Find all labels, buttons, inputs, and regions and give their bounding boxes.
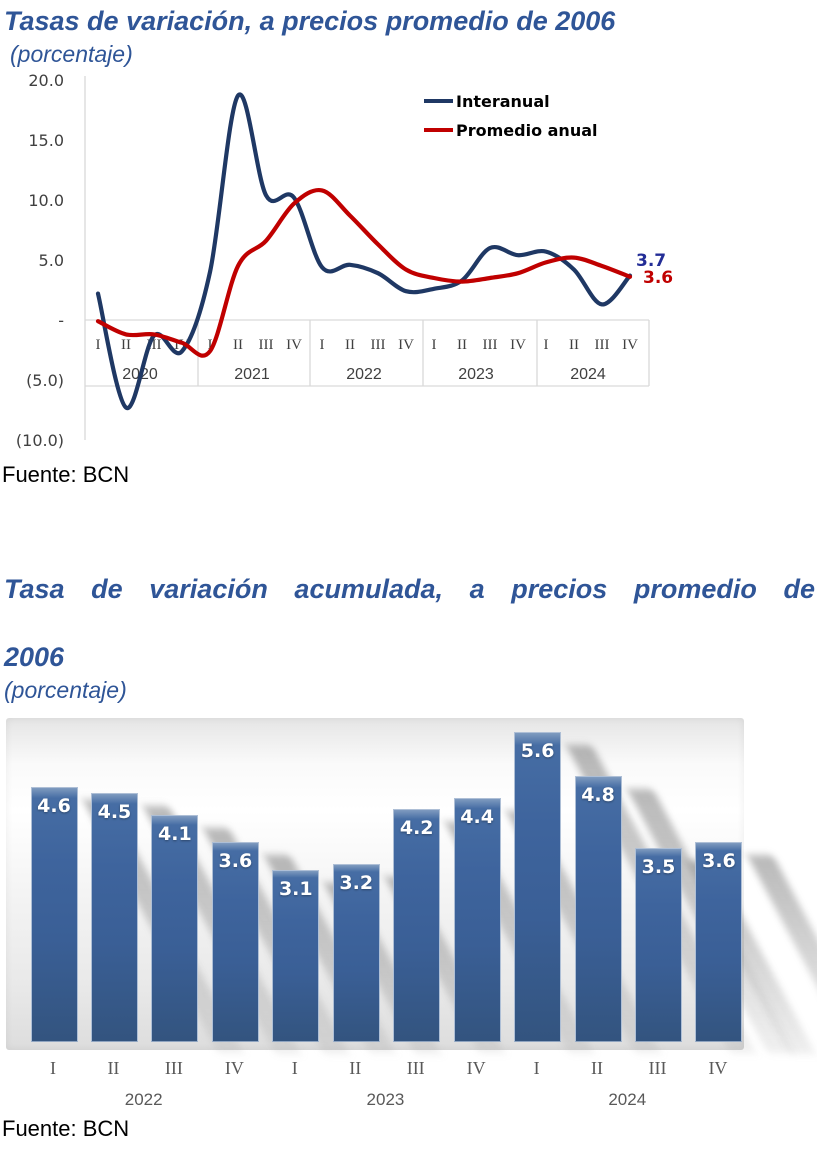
y-tick-label: (5.0) bbox=[26, 371, 64, 390]
bar-chart-title-line2: 2006 bbox=[4, 642, 65, 672]
bar-value-label: 3.6 bbox=[702, 850, 736, 872]
y-tick-label: 20.0 bbox=[28, 71, 64, 90]
bar-chart: 4.6 4.5 4.1 3.6 3.1 3.2 4.2 4.4 5.6 4.8 3.5 3.6 I II… bbox=[0, 718, 817, 1114]
bar: 4.1 bbox=[151, 814, 199, 1042]
bar: 3.6 bbox=[695, 842, 743, 1042]
y-axis-ticks: 20.0 15.0 10.0 5.0 - (5.0) (10.0) bbox=[16, 71, 64, 450]
quarter-label: II bbox=[591, 1058, 604, 1078]
quarter-label: I bbox=[208, 337, 213, 353]
legend-label: Promedio anual bbox=[456, 121, 598, 140]
year-label: 2024 bbox=[608, 1090, 647, 1109]
bar-value-label: 3.2 bbox=[339, 872, 374, 894]
series-promedio-anual bbox=[95, 187, 633, 358]
bar: 5.6 bbox=[514, 732, 562, 1042]
line-chart-title: Tasas de variación, a precios promedio d… bbox=[4, 6, 616, 36]
bar: 3.6 bbox=[211, 842, 259, 1042]
bar-value-label: 4.1 bbox=[158, 822, 192, 845]
y-tick-label: 10.0 bbox=[28, 191, 64, 210]
quarter-label: I bbox=[291, 1058, 298, 1078]
x-axis-years: 2020 2021 2022 2023 2024 bbox=[122, 366, 606, 383]
year-label: 2021 bbox=[234, 366, 270, 383]
quarter-label: I bbox=[432, 337, 437, 353]
quarter-label: II bbox=[345, 337, 355, 353]
line-chart: 20.0 15.0 10.0 5.0- (5.0) (10.0) I II III IV I II II… bbox=[0, 68, 817, 460]
line-chart-subtitle: (porcentaje) bbox=[10, 41, 133, 67]
quarter-label: III bbox=[164, 1058, 183, 1078]
bar-chart-subtitle: (porcentaje) bbox=[4, 677, 127, 703]
bar: 4.2 bbox=[393, 809, 441, 1042]
quarter-label: III bbox=[648, 1058, 667, 1078]
quarter-label: I bbox=[50, 1058, 56, 1078]
quarter-label: II bbox=[233, 337, 243, 353]
line-chart-svg: 20.015.010.05.0-(5.0)(10.0)I II III IV I II II… bbox=[16, 71, 673, 450]
quarter-label: IV bbox=[622, 337, 638, 353]
bar-value-label: 4.5 bbox=[97, 800, 132, 823]
quarter-label: II bbox=[457, 337, 467, 353]
end-labels: 3.73.6 bbox=[636, 251, 673, 288]
year-label: 2023 bbox=[458, 366, 494, 383]
legend-label: Interanual bbox=[456, 92, 550, 111]
promedio-end-label: 3.6 bbox=[643, 268, 673, 288]
year-label: 2022 bbox=[124, 1090, 163, 1109]
bar-value-label: 3.6 bbox=[218, 850, 253, 872]
bar-value-label: 4.4 bbox=[460, 806, 494, 828]
bar: 4.4 bbox=[453, 798, 501, 1042]
quarter-label: I bbox=[533, 1058, 540, 1078]
quarter-label: III bbox=[595, 337, 610, 353]
legend: Interanual Promedio anual bbox=[424, 92, 598, 140]
bar-value-label: 4.8 bbox=[581, 784, 615, 806]
bar: 4.5 bbox=[90, 792, 138, 1042]
quarter-label: IV bbox=[708, 1058, 728, 1078]
year-label: 2023 bbox=[366, 1090, 405, 1109]
quarter-label: III bbox=[259, 337, 274, 353]
year-label: 2024 bbox=[570, 366, 606, 383]
quarter-label: II bbox=[569, 337, 579, 353]
bar: 3.5 bbox=[635, 847, 682, 1042]
year-label: 2022 bbox=[346, 366, 382, 383]
bar: 4.8 bbox=[574, 776, 622, 1042]
quarter-label: II bbox=[121, 337, 131, 353]
quarter-label: III bbox=[406, 1058, 425, 1078]
quarter-label: III bbox=[371, 337, 386, 353]
bar-value-label: 5.6 bbox=[520, 740, 555, 762]
y-tick-label: (10.0) bbox=[16, 431, 64, 450]
quarter-label: IV bbox=[224, 1058, 244, 1078]
bar-plot-area: 4.6 4.5 4.1 3.6 3.1 3.2 4.2 4.4 5.6 4.8 3.5 3.6 bbox=[6, 718, 744, 1050]
y-tick-label: - bbox=[58, 311, 64, 330]
bar: 3.1 bbox=[272, 869, 320, 1042]
quarter-label: I bbox=[96, 337, 101, 353]
bar-value-label: 3.1 bbox=[278, 877, 313, 900]
axis-lines bbox=[84, 76, 650, 440]
bar-value-label: 4.6 bbox=[37, 795, 71, 817]
quarter-label: IV bbox=[510, 337, 526, 353]
interanual-end-label: 3.7 bbox=[636, 251, 666, 271]
quarter-label: II bbox=[349, 1058, 362, 1078]
bar-value-label: 3.5 bbox=[641, 855, 676, 878]
quarter-label: I bbox=[320, 337, 325, 353]
y-tick-label: 5.0 bbox=[39, 251, 64, 270]
line-chart-source: Fuente: BCN bbox=[2, 462, 130, 487]
y-tick-label: 15.0 bbox=[28, 131, 64, 150]
quarter-label: IV bbox=[398, 337, 414, 353]
x-axis-quarters: I II III IV I II III IV I II III IV I II III IV I II III IV bbox=[96, 337, 639, 353]
bar: 4.6 bbox=[30, 787, 78, 1042]
quarter-label: IV bbox=[286, 337, 302, 353]
bar-chart-source: Fuente: BCN bbox=[2, 1116, 130, 1141]
bar-chart-title-line1: Tasa de variación acumulada, a precios p… bbox=[4, 574, 815, 604]
quarter-label: IV bbox=[466, 1058, 486, 1078]
quarter-label: III bbox=[483, 337, 498, 353]
series-interanual bbox=[95, 92, 633, 410]
bar: 3.2 bbox=[332, 864, 380, 1042]
quarter-label: I bbox=[544, 337, 549, 353]
bar-value-label: 4.2 bbox=[399, 817, 434, 839]
quarter-label: II bbox=[107, 1058, 120, 1078]
